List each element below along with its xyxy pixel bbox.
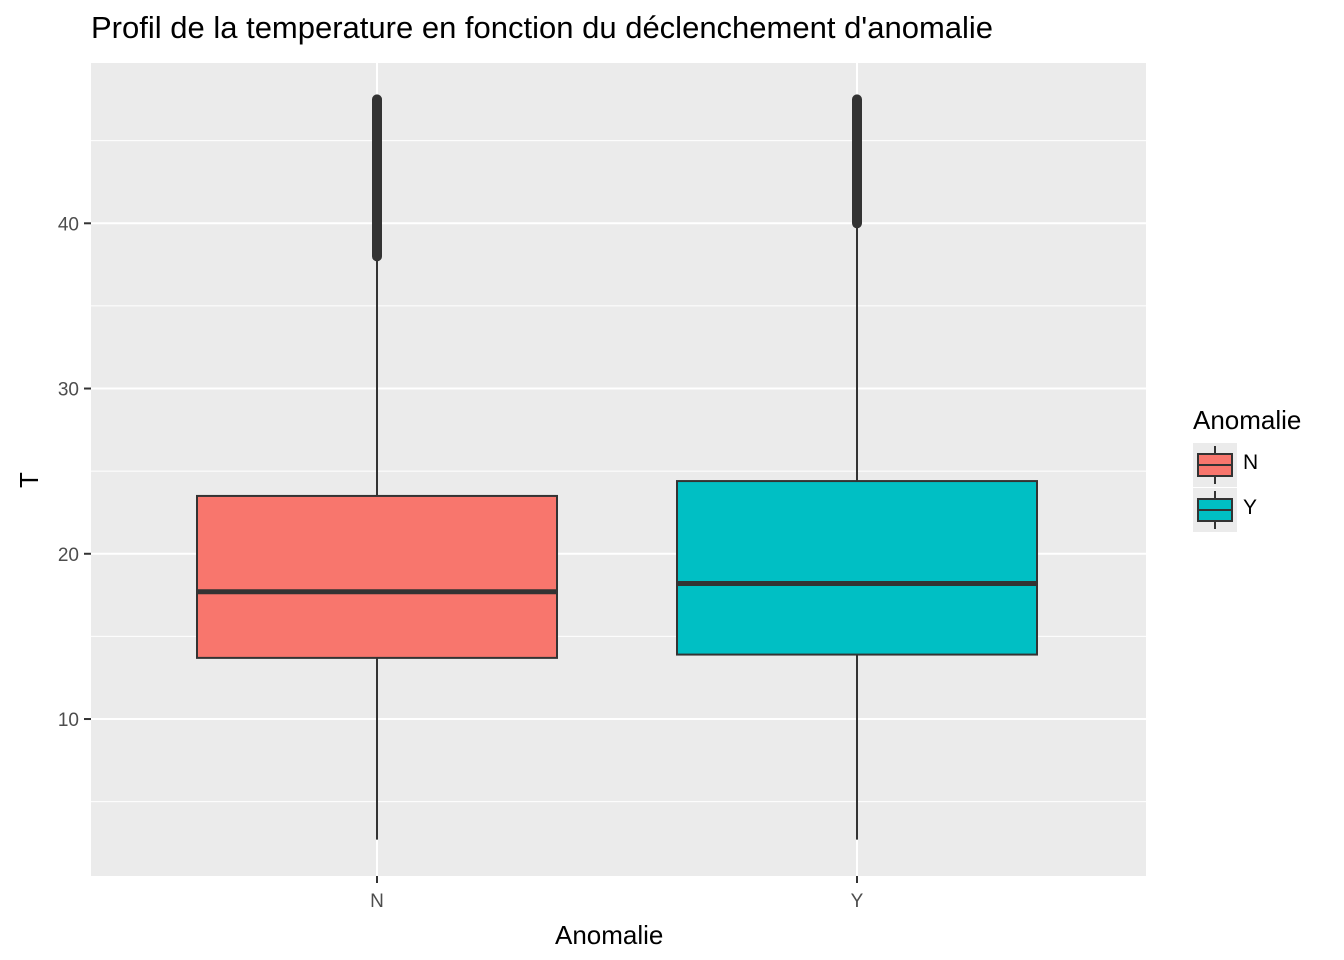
y-axis-ticks: 10 20 30 40 bbox=[58, 214, 91, 731]
legend-title: Anomalie bbox=[1193, 405, 1302, 435]
legend-item-n: N bbox=[1193, 443, 1323, 487]
y-axis-title: T bbox=[14, 472, 44, 488]
y-tick-label: 10 bbox=[58, 710, 79, 731]
legend-label-y: Y bbox=[1243, 496, 1258, 519]
x-axis-title: Anomalie bbox=[555, 920, 664, 950]
x-tick-label: N bbox=[370, 891, 384, 912]
box-series bbox=[196, 94, 1038, 840]
y-tick-label: 30 bbox=[58, 380, 79, 401]
x-tick-label: Y bbox=[851, 891, 864, 912]
box-y bbox=[676, 94, 1038, 840]
chart-title: Profil de la temperature en fonction du … bbox=[91, 10, 994, 45]
legend-item-y: Y bbox=[1193, 488, 1323, 532]
box-iqr bbox=[196, 494, 558, 659]
legend-key-y bbox=[1193, 488, 1237, 532]
y-tick-label: 20 bbox=[58, 545, 79, 566]
plot-panel bbox=[91, 63, 1146, 876]
box-iqr bbox=[676, 480, 1038, 656]
legend-key-n bbox=[1193, 443, 1237, 487]
legend-label-n: N bbox=[1243, 451, 1259, 474]
y-tick-label: 40 bbox=[58, 214, 79, 235]
box-n bbox=[196, 94, 558, 840]
